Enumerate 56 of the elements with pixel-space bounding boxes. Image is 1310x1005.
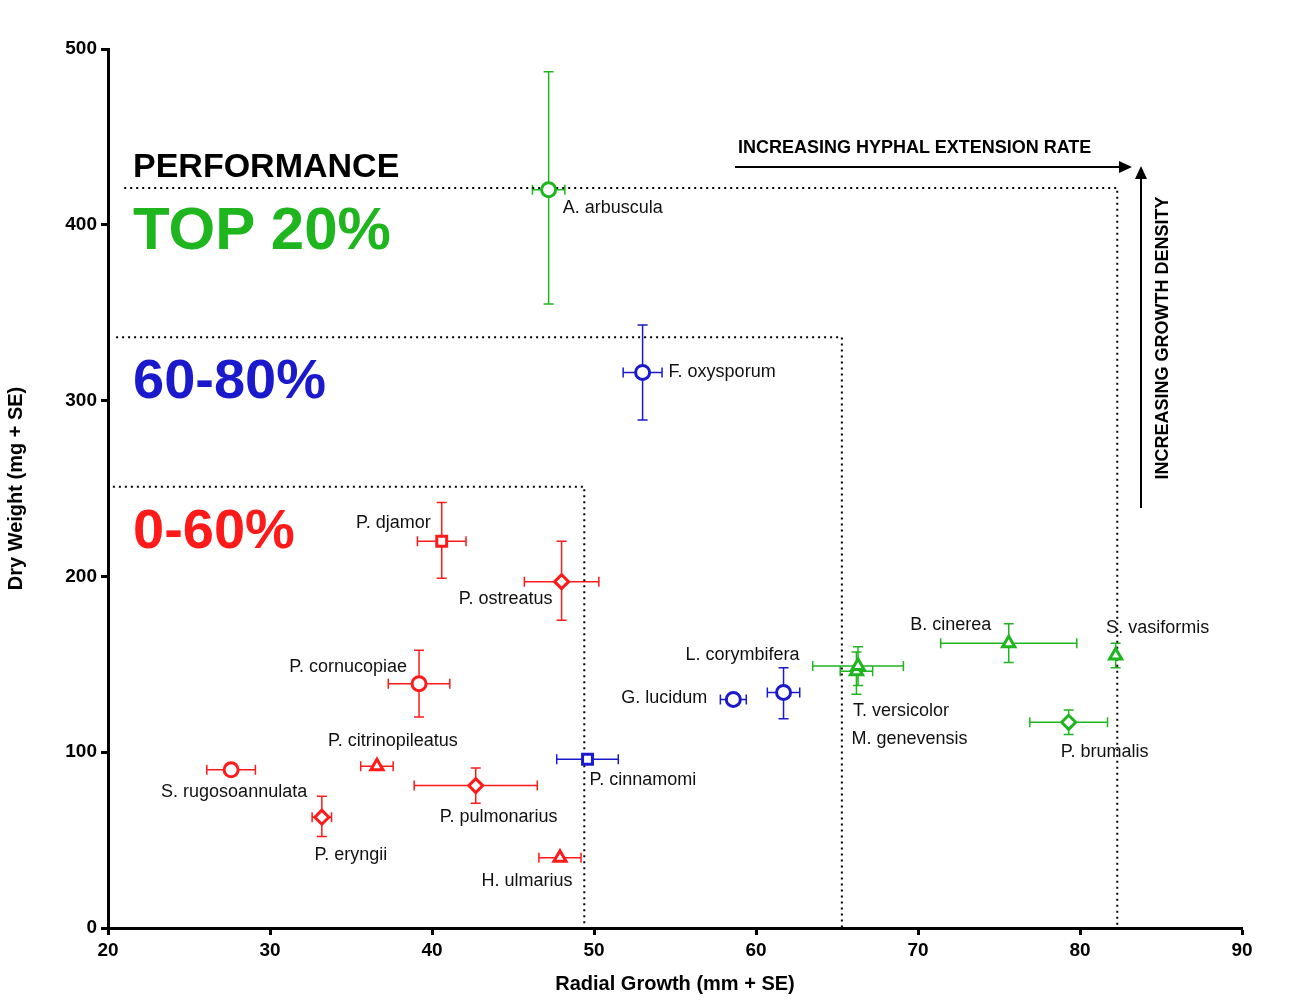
point bbox=[467, 777, 485, 795]
series-label: P. ostreatus bbox=[458, 587, 553, 608]
x-tick-label: 90 bbox=[1231, 938, 1253, 960]
y-tick-label: 0 bbox=[86, 916, 97, 938]
x-axis-title: Radial Growth (mm + SE) bbox=[555, 971, 795, 994]
series-label: S. vasiformis bbox=[1106, 617, 1210, 638]
point bbox=[581, 752, 594, 766]
series-label: P. djamor bbox=[356, 512, 431, 533]
series-label: P. cornucopiae bbox=[289, 655, 408, 676]
text: M. genevensis bbox=[851, 728, 968, 749]
x-tick-label: 60 bbox=[745, 938, 767, 960]
annotation: TOP 20% bbox=[133, 194, 391, 262]
y-tick-label: 400 bbox=[65, 213, 97, 235]
series-label: A. arbuscula bbox=[562, 196, 664, 217]
series-label: P. brumalis bbox=[1060, 741, 1149, 762]
point bbox=[1060, 713, 1078, 731]
point bbox=[369, 757, 385, 772]
annotation: 0-60% bbox=[133, 497, 295, 561]
point bbox=[540, 181, 558, 199]
x-tick-label: 50 bbox=[583, 938, 605, 960]
series-label: S. rugosoannulata bbox=[161, 780, 309, 801]
x-tick-label: 70 bbox=[907, 938, 929, 960]
y-tick-label: 300 bbox=[65, 388, 97, 410]
annotation: 60-80% bbox=[133, 347, 327, 411]
point bbox=[1001, 634, 1017, 649]
point bbox=[775, 683, 793, 701]
series-label: P. pulmonarius bbox=[439, 805, 558, 826]
series-label: P. citrinopileatus bbox=[328, 730, 458, 751]
series-label: B. cinerea bbox=[910, 614, 993, 635]
series-label: G. lucidum bbox=[621, 687, 708, 708]
series-label: L. corymbifera bbox=[685, 644, 801, 665]
x-tick-label: 20 bbox=[97, 938, 119, 960]
point bbox=[552, 849, 568, 863]
series-label: P. eryngii bbox=[314, 844, 388, 865]
series-label: H. ulmarius bbox=[481, 869, 573, 890]
point bbox=[435, 534, 449, 548]
point bbox=[222, 761, 240, 779]
point bbox=[410, 675, 428, 693]
series-label: F. oxysporum bbox=[668, 361, 776, 382]
series-label: T. versicolor bbox=[853, 700, 950, 721]
point bbox=[850, 657, 866, 672]
series-label: P. cinnamomi bbox=[589, 769, 697, 790]
y-tick-label: 200 bbox=[65, 564, 97, 586]
annotation: PERFORMANCE bbox=[133, 146, 400, 185]
point bbox=[634, 363, 652, 381]
x-tick-label: 80 bbox=[1069, 938, 1091, 960]
annotation: INCREASING GROWTH DENSITY bbox=[1151, 196, 1172, 480]
point bbox=[553, 573, 571, 591]
point bbox=[1108, 647, 1124, 661]
annotation: INCREASING HYPHAL EXTENSION RATE bbox=[738, 136, 1092, 157]
x-tick-label: 30 bbox=[259, 938, 281, 960]
point bbox=[724, 690, 742, 708]
y-axis-title: Dry Weight (mg + SE) bbox=[3, 386, 26, 591]
y-tick-label: 100 bbox=[65, 740, 97, 762]
x-tick-label: 40 bbox=[421, 938, 443, 960]
y-tick-label: 500 bbox=[65, 37, 97, 59]
